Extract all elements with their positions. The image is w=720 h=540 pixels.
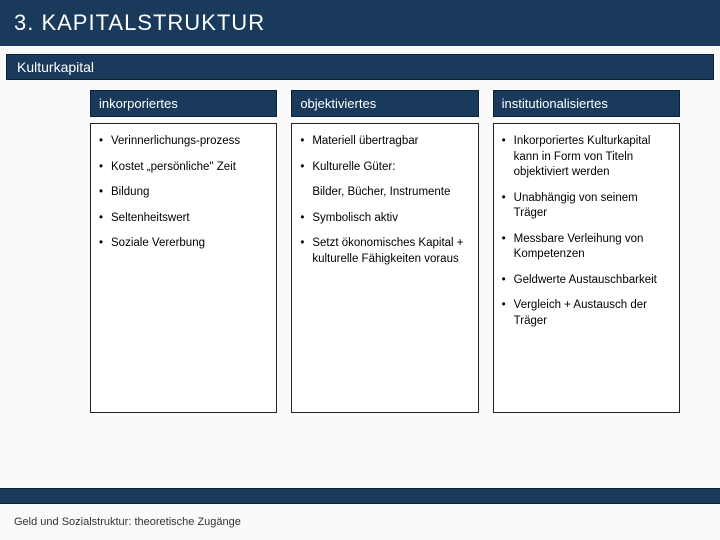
column-institutionalisiertes: institutionalisiertes Inkorporiertes Kul… <box>493 90 680 413</box>
column-header: institutionalisiertes <box>493 90 680 117</box>
list-item: Verinnerlichungs-prozess <box>99 134 268 150</box>
list-item: Symbolisch aktiv <box>300 211 469 227</box>
bullet-list: Materiell übertragbar Kulturelle Güter: … <box>300 134 469 267</box>
column-body: Verinnerlichungs-prozess Kostet „persönl… <box>90 123 277 413</box>
list-item: Bilder, Bücher, Instrumente <box>300 185 469 201</box>
list-item: Setzt ökonomisches Kapital + kulturelle … <box>300 236 469 267</box>
list-item: Seltenheitswert <box>99 211 268 227</box>
bullet-list: Inkorporiertes Kulturkapital kann in For… <box>502 134 671 329</box>
list-item: Bildung <box>99 185 268 201</box>
slide-subtitle-bar: Kulturkapital <box>6 54 714 80</box>
slide-title-bar: 3. KAPITALSTRUKTUR <box>0 0 720 46</box>
list-item: Unabhängig von seinem Träger <box>502 191 671 222</box>
slide-title: 3. KAPITALSTRUKTUR <box>14 10 265 35</box>
list-item: Messbare Verleihung von Kompetenzen <box>502 232 671 263</box>
list-item: Inkorporiertes Kulturkapital kann in For… <box>502 134 671 181</box>
list-item: Kostet „persönliche" Zeit <box>99 160 268 176</box>
column-inkorporiertes: inkorporiertes Verinnerlichungs-prozess … <box>90 90 277 413</box>
column-header: inkorporiertes <box>90 90 277 117</box>
column-body: Materiell übertragbar Kulturelle Güter: … <box>291 123 478 413</box>
column-body: Inkorporiertes Kulturkapital kann in For… <box>493 123 680 413</box>
slide: 3. KAPITALSTRUKTUR Kulturkapital inkorpo… <box>0 0 720 540</box>
columns-container: inkorporiertes Verinnerlichungs-prozess … <box>0 80 720 413</box>
column-header-label: inkorporiertes <box>99 96 178 111</box>
list-item: Vergleich + Austausch der Träger <box>502 298 671 329</box>
column-header-label: institutionalisiertes <box>502 96 608 111</box>
column-header-label: objektiviertes <box>300 96 376 111</box>
list-item: Kulturelle Güter: <box>300 160 469 176</box>
list-item: Materiell übertragbar <box>300 134 469 150</box>
list-item: Soziale Vererbung <box>99 236 268 252</box>
column-header: objektiviertes <box>291 90 478 117</box>
list-item: Geldwerte Austauschbarkeit <box>502 273 671 289</box>
footer-text: Geld und Sozialstruktur: theoretische Zu… <box>14 516 241 528</box>
footer-divider <box>0 488 720 504</box>
slide-subtitle: Kulturkapital <box>17 59 94 75</box>
bullet-list: Verinnerlichungs-prozess Kostet „persönl… <box>99 134 268 252</box>
column-objektiviertes: objektiviertes Materiell übertragbar Kul… <box>291 90 478 413</box>
